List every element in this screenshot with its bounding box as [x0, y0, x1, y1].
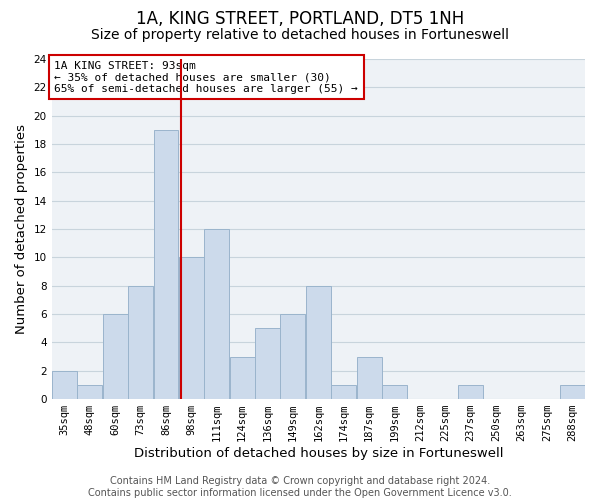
- X-axis label: Distribution of detached houses by size in Fortuneswell: Distribution of detached houses by size …: [134, 447, 503, 460]
- Bar: [306, 286, 331, 399]
- Bar: [560, 385, 585, 399]
- Bar: [179, 258, 204, 399]
- Bar: [103, 314, 128, 399]
- Bar: [255, 328, 280, 399]
- Bar: [382, 385, 407, 399]
- Bar: [458, 385, 483, 399]
- Bar: [52, 370, 77, 399]
- Y-axis label: Number of detached properties: Number of detached properties: [15, 124, 28, 334]
- Bar: [128, 286, 153, 399]
- Bar: [77, 385, 102, 399]
- Bar: [230, 356, 254, 399]
- Bar: [356, 356, 382, 399]
- Bar: [205, 229, 229, 399]
- Text: Size of property relative to detached houses in Fortuneswell: Size of property relative to detached ho…: [91, 28, 509, 42]
- Text: Contains HM Land Registry data © Crown copyright and database right 2024.
Contai: Contains HM Land Registry data © Crown c…: [88, 476, 512, 498]
- Bar: [280, 314, 305, 399]
- Bar: [154, 130, 178, 399]
- Text: 1A KING STREET: 93sqm
← 35% of detached houses are smaller (30)
65% of semi-deta: 1A KING STREET: 93sqm ← 35% of detached …: [55, 60, 358, 94]
- Text: 1A, KING STREET, PORTLAND, DT5 1NH: 1A, KING STREET, PORTLAND, DT5 1NH: [136, 10, 464, 28]
- Bar: [331, 385, 356, 399]
